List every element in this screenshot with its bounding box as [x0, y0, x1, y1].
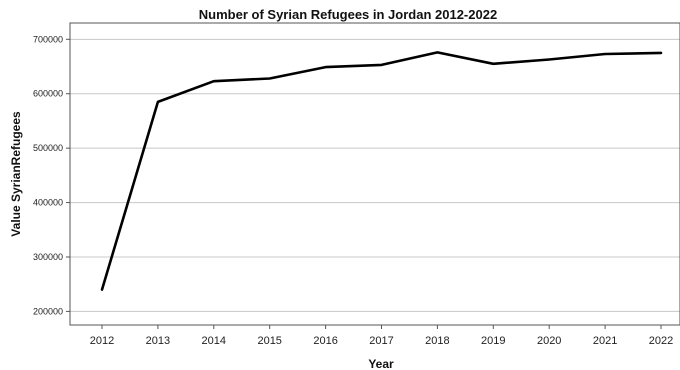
x-tick-label: 2018	[425, 335, 449, 347]
data-point-2013	[156, 100, 160, 104]
data-point-2015	[268, 77, 272, 81]
x-tick-label: 2013	[146, 335, 170, 347]
x-axis-ticks: 2012 2013 2014 2015 2016 2017 2018 2019 2020 2021…	[90, 325, 673, 347]
x-tick-label: 2012	[90, 335, 114, 347]
plot-frame	[69, 22, 680, 326]
x-tick-label: 2020	[537, 335, 561, 347]
y-tick-label: 200000	[33, 306, 63, 316]
x-tick-label: 2022	[649, 335, 673, 347]
y-tick-label: 500000	[33, 143, 63, 153]
data-points	[100, 50, 663, 291]
x-tick-label: 2016	[313, 335, 337, 347]
data-point-2019	[491, 62, 495, 66]
x-tick-label: 2021	[593, 335, 617, 347]
y-tick-label: 700000	[33, 34, 63, 44]
series-line	[100, 51, 663, 291]
data-point-2020	[547, 57, 551, 61]
x-tick-label: 2017	[369, 335, 393, 347]
data-point-2016	[324, 65, 328, 69]
y-tick-label: 300000	[33, 252, 63, 262]
grid-lines	[70, 38, 680, 312]
x-tick-label: 2015	[257, 335, 281, 347]
data-point-2012	[100, 288, 104, 292]
y-tick-label: 400000	[33, 198, 63, 208]
x-tick-label: 2014	[202, 335, 226, 347]
data-point-2022	[659, 51, 663, 55]
chart-title: Number of Syrian Refugees in Jordan 2012…	[199, 7, 497, 22]
data-point-2018	[435, 50, 439, 54]
x-axis-label: Year	[368, 357, 394, 370]
y-axis-ticks: 200000 300000 400000 500000 600000 700000	[33, 34, 70, 316]
data-point-2014	[212, 79, 216, 83]
data-point-2021	[603, 52, 607, 56]
data-point-2017	[380, 63, 384, 67]
y-tick-label: 600000	[33, 89, 63, 99]
y-axis-label: Value SyrianRefugees	[9, 111, 23, 237]
x-tick-label: 2019	[481, 335, 505, 347]
